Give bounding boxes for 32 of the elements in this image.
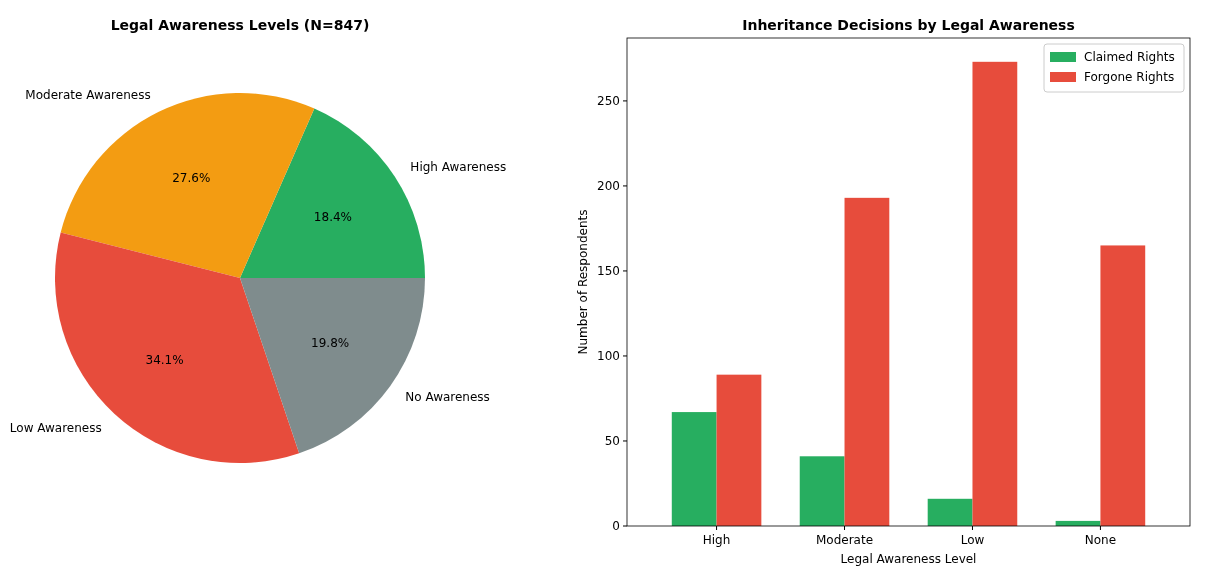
chart-title: Legal Awareness Levels (N=847)	[110, 17, 370, 33]
chart-title: Inheritance Decisions by Legal Awareness	[742, 17, 1075, 33]
legend-label: Claimed Rights	[1084, 50, 1175, 65]
x-tick-label: High	[702, 533, 731, 547]
data-label: 19.8%	[311, 335, 350, 350]
bar	[799, 456, 845, 526]
y-tick-label: 150	[597, 264, 620, 279]
y-tick-label: 0	[612, 519, 620, 534]
bar	[972, 61, 1018, 526]
slice-label: Moderate Awareness	[25, 88, 151, 103]
x-tick-label: Moderate	[815, 533, 874, 547]
y-tick-label: 50	[604, 434, 620, 449]
y-tick-label: 100	[597, 349, 620, 364]
y-tick-label: 200	[597, 179, 620, 194]
pie-slice	[240, 278, 425, 454]
bar	[716, 374, 762, 526]
y-axis-title: Number of Respondents	[576, 209, 590, 355]
data-label: 27.6%	[172, 171, 211, 186]
x-tick-label: None	[1084, 533, 1117, 547]
data-label: 34.1%	[145, 352, 184, 367]
x-tick-label: Low	[960, 533, 985, 547]
bar	[844, 197, 890, 526]
data-label: 18.4%	[313, 210, 352, 225]
x-axis-title: Legal Awareness Level	[840, 552, 977, 566]
slice-label: High Awareness	[410, 159, 507, 174]
bar	[671, 412, 717, 526]
y-tick-label: 250	[597, 94, 620, 109]
legend-label: Forgone Rights	[1084, 70, 1175, 85]
bar	[1100, 245, 1146, 526]
slice-label: Low Awareness	[9, 420, 102, 435]
bar	[927, 498, 973, 526]
slice-label: No Awareness	[405, 389, 490, 404]
